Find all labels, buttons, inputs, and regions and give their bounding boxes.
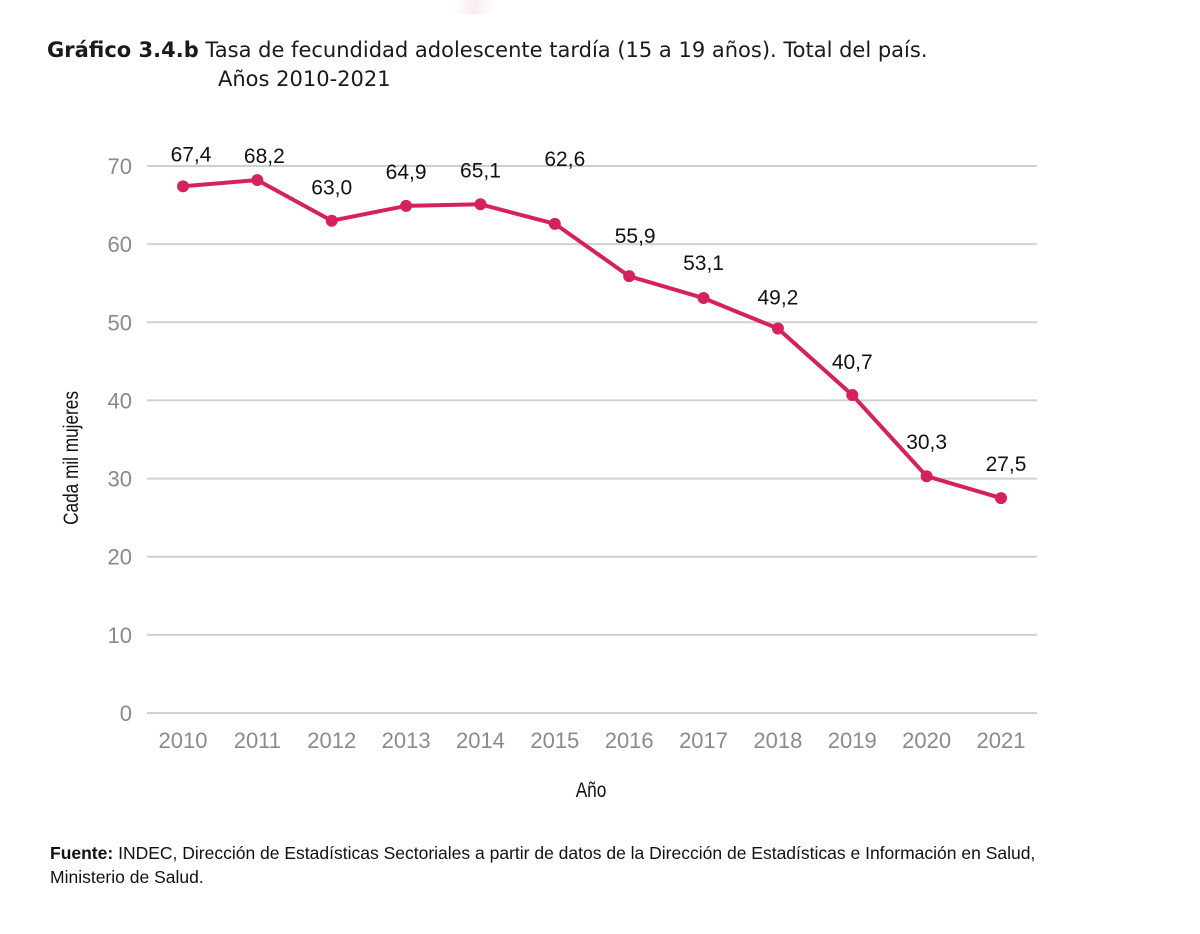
title-line-1: Tasa de fecundidad adolescente tardía (1… [205, 38, 928, 62]
data-label: 55,9 [615, 225, 656, 248]
x-tick-label: 2014 [456, 728, 505, 753]
data-point [846, 388, 859, 401]
x-tick-label: 2013 [382, 728, 431, 753]
x-tick-label: 2019 [828, 728, 877, 753]
data-point [474, 198, 487, 211]
data-point [548, 217, 561, 230]
data-point [697, 292, 710, 305]
data-label: 65,1 [460, 159, 501, 182]
y-tick-label: 30 [108, 467, 132, 492]
figure-label: Gráfico 3.4.b [47, 38, 199, 62]
data-label: 40,7 [832, 351, 873, 374]
y-tick-label: 40 [108, 388, 132, 413]
x-tick-label: 2018 [753, 728, 802, 753]
data-label: 63,0 [311, 177, 352, 200]
data-labels: 67,4 68,2 63,0 64,9 65,1 62,6 55,9 53,1 49,2 40,7… [171, 143, 1027, 476]
data-label: 68,2 [244, 145, 285, 168]
decorative-watermark [455, 0, 495, 14]
data-point [920, 470, 933, 483]
data-point [177, 180, 189, 193]
data-label: 62,6 [544, 148, 585, 171]
data-label: 30,3 [906, 431, 947, 454]
data-point [771, 322, 784, 335]
data-label: 27,5 [986, 453, 1027, 476]
gridlines [147, 165, 1037, 714]
x-tick-label: 2017 [679, 728, 728, 753]
x-axis-title: Año [576, 780, 607, 803]
source-note: Fuente: INDEC, Dirección de Estadísticas… [50, 841, 1100, 889]
y-tick-label: 10 [108, 623, 132, 648]
source-text: INDEC, Dirección de Estadísticas Sectori… [50, 843, 1036, 887]
y-tick-label: 60 [108, 232, 132, 257]
x-tick-label: 2012 [307, 728, 356, 753]
series-line [181, 178, 1003, 501]
y-axis-ticks: 0 10 20 30 40 50 60 70 [108, 154, 132, 726]
x-tick-label: 2011 [234, 728, 281, 753]
chart-title: Gráfico 3.4.b Tasa de fecundidad adolesc… [47, 36, 928, 94]
title-line-2: Años 2010-2021 [218, 67, 391, 91]
x-tick-label: 2015 [530, 728, 579, 753]
data-point [325, 214, 338, 227]
x-tick-label: 2010 [159, 728, 208, 753]
source-label: Fuente: [50, 843, 114, 863]
data-label: 49,2 [757, 287, 798, 310]
data-label: 53,1 [683, 252, 724, 275]
data-label: 64,9 [386, 161, 427, 184]
y-axis-title: Cada mil mujeres [61, 391, 84, 525]
x-tick-label: 2016 [605, 728, 654, 753]
data-label: 67,4 [171, 143, 212, 166]
x-tick-label: 2021 [977, 728, 1026, 753]
y-tick-label: 50 [108, 310, 132, 335]
y-tick-label: 0 [120, 701, 132, 726]
x-tick-label: 2020 [902, 728, 951, 753]
x-axis-ticks: 2010 2011 2012 2013 2014 2015 2016 2017 2018 2019… [159, 728, 1026, 753]
data-points [177, 174, 1007, 505]
data-point [400, 199, 413, 212]
data-point [251, 174, 264, 187]
y-tick-label: 70 [108, 154, 132, 179]
data-point [623, 270, 636, 283]
data-point [995, 492, 1007, 505]
y-tick-label: 20 [108, 545, 132, 570]
